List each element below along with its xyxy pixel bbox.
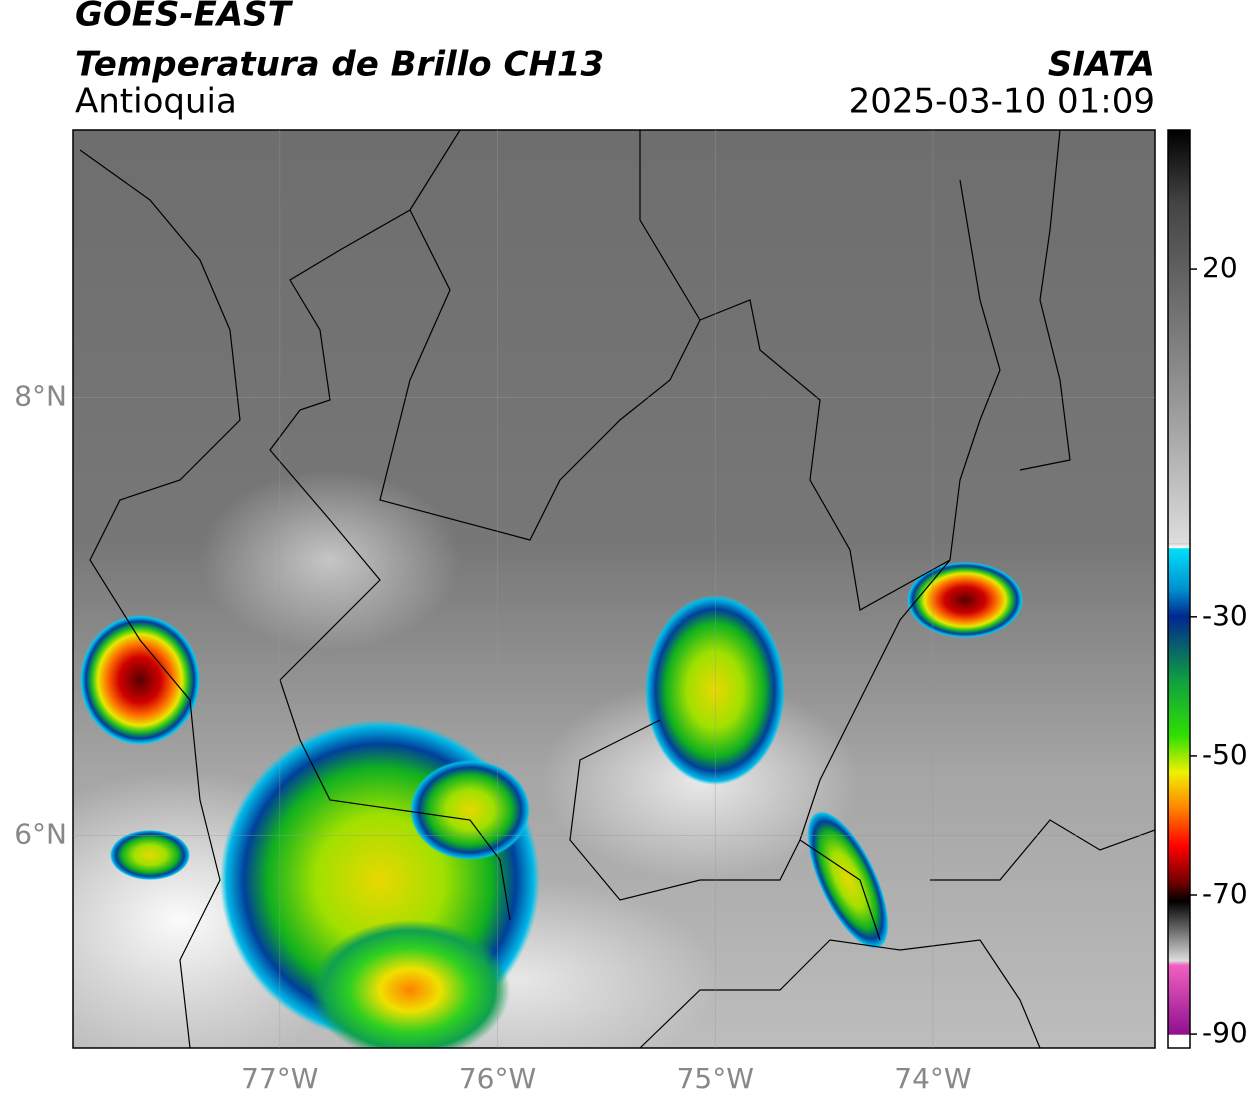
colorbar-tick-label: -90 xyxy=(1202,1016,1248,1049)
colorbar xyxy=(1167,129,1191,1049)
colorbar-tick-label: 20 xyxy=(1202,251,1238,284)
lon-tick-label: 75°W xyxy=(677,1062,754,1095)
lon-tick-label: 74°W xyxy=(894,1062,971,1095)
lat-tick-label: 6°N xyxy=(14,817,67,850)
lon-tick-label: 77°W xyxy=(241,1062,318,1095)
region: Antioquia xyxy=(75,82,237,122)
subtitle: Temperatura de Brillo CH13 xyxy=(75,45,604,85)
map-image xyxy=(73,130,1155,1048)
timestamp: 2025-03-10 01:09 xyxy=(849,82,1155,122)
lon-tick-label: 76°W xyxy=(459,1062,536,1095)
colorbar-tick-label: -50 xyxy=(1202,738,1248,771)
colorbar-tick-label: -30 xyxy=(1202,599,1248,632)
map-frame xyxy=(72,129,1156,1049)
lat-tick-label: 8°N xyxy=(14,379,67,412)
title: GOES-EAST xyxy=(75,0,294,35)
source: SIATA xyxy=(1048,45,1155,85)
colorbar-tick-label: -70 xyxy=(1202,877,1248,910)
